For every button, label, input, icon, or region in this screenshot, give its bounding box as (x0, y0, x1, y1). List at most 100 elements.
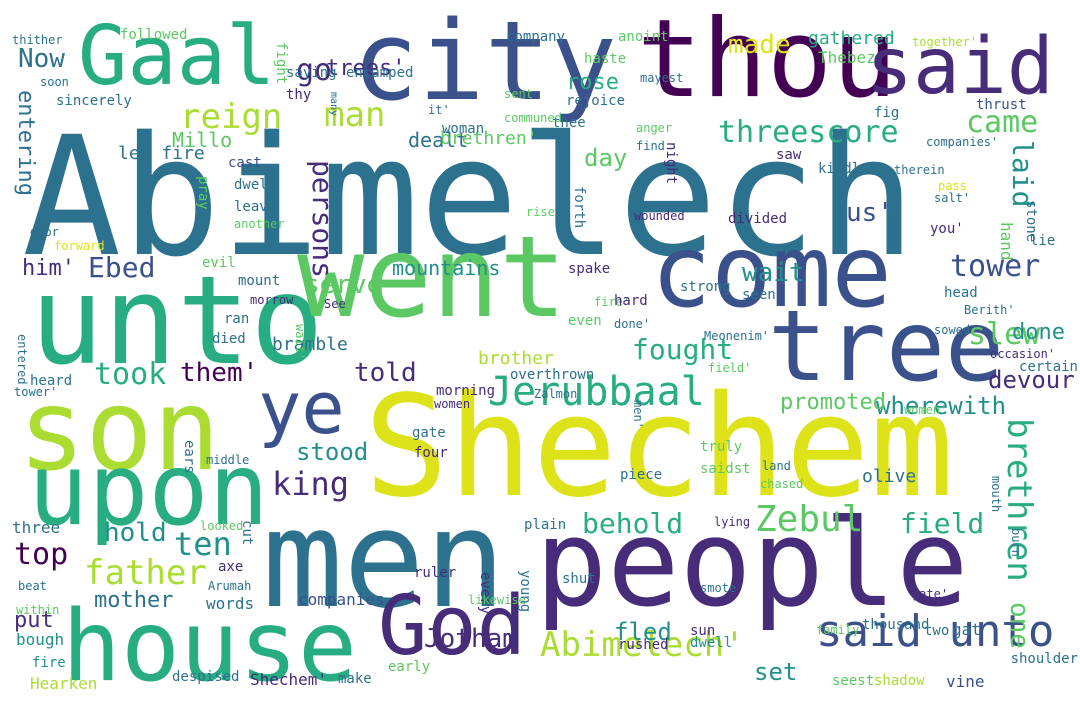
cloud-word-morrow: morrow (250, 293, 294, 307)
cloud-word-gate: gate' (912, 587, 949, 601)
cloud-word-him: him' (22, 256, 75, 281)
cloud-word-door: door (30, 225, 59, 239)
cloud-word-chased: chased (760, 477, 804, 491)
cloud-word-unto: unto (30, 250, 324, 392)
cloud-word-shut: shut (562, 571, 596, 587)
cloud-word-said: said (866, 22, 1054, 112)
cloud-word-abimelech: Abimelech (22, 101, 917, 293)
cloud-word-thou: thou (637, 0, 898, 122)
cloud-word-set: set (754, 658, 798, 686)
cloud-word-mount: mount (238, 273, 281, 289)
cloud-word-salt: salt' (934, 191, 971, 205)
cloud-word-gat: gat (952, 620, 981, 639)
cloud-word-young: young (517, 570, 533, 613)
cloud-word-lying: lying (714, 515, 751, 529)
cloud-word-together: together' (912, 35, 978, 49)
cloud-word-mayest: mayest (640, 71, 684, 85)
cloud-word-slew: slew (968, 317, 1041, 352)
cloud-word-women: women (434, 397, 471, 411)
cloud-word-tower: tower' (14, 385, 58, 399)
cloud-word-pray: pray (195, 176, 211, 210)
cloud-word-within: within (16, 603, 60, 617)
cloud-word-top: top (14, 537, 69, 572)
cloud-word-devour: devour (988, 366, 1075, 394)
cloud-word-fire: fire' (594, 295, 631, 309)
cloud-word-mother: mother (94, 588, 174, 613)
cloud-word-beat: beat (18, 579, 47, 593)
cloud-word-men: men (262, 481, 506, 638)
cloud-word-serve: serve (304, 270, 383, 300)
cloud-word-wherewith: wherewith (876, 392, 1007, 420)
cloud-word-king: king (272, 465, 350, 503)
cloud-word-companies: companies' (926, 135, 999, 149)
cloud-word-two: two (924, 623, 950, 639)
cloud-word-behold: behold (582, 507, 684, 540)
cloud-word-woman: woman (442, 121, 485, 137)
cloud-word-put: put (14, 608, 54, 633)
cloud-word-them: them' (180, 358, 259, 388)
cloud-word-fig: fig (874, 105, 900, 121)
cloud-word-brethren: brethren (999, 418, 1039, 582)
cloud-word-one: one (1004, 602, 1034, 649)
cloud-word-smote: smote (700, 581, 737, 595)
cloud-word-bramble: bramble (272, 334, 348, 355)
cloud-word-occasion: occasion' (990, 347, 1056, 361)
cloud-word-fought: fought (632, 333, 734, 366)
cloud-word-spake: spake (568, 261, 611, 277)
cloud-word-mouth: mouth (989, 476, 1003, 513)
cloud-word-heard: heard (30, 373, 73, 389)
cloud-word-dealt: dealt (408, 128, 469, 152)
cloud-word-seen: seen (742, 287, 776, 303)
cloud-word-shoulder: shoulder (1010, 651, 1078, 667)
cloud-word-night: night (663, 142, 679, 185)
cloud-word-millo: Millo (172, 128, 233, 152)
cloud-word-find: find (636, 139, 665, 153)
cloud-word-made: made (728, 30, 791, 60)
cloud-word-went: went (297, 213, 567, 343)
cloud-word-strong: strong (680, 279, 731, 295)
cloud-word-middle: middle (206, 453, 250, 467)
cloud-word-family: family (816, 623, 860, 637)
cloud-word-leave: leave (234, 199, 277, 215)
cloud-word-arumah: Arumah (208, 579, 252, 593)
cloud-word-soon: soon (40, 75, 69, 89)
cloud-word-entered: entered (15, 334, 29, 385)
cloud-word-dwelt: dwelt (234, 177, 277, 193)
cloud-word-you: you' (930, 221, 964, 237)
cloud-word-shechem: Shechem' (250, 670, 328, 689)
cloud-word-ran: ran (224, 311, 250, 327)
cloud-word-thy: thy (286, 87, 312, 103)
cloud-word-companies: companies (298, 590, 385, 609)
cloud-word-kindled: kindled' (818, 161, 886, 177)
cloud-word-reign: reign (180, 97, 283, 137)
cloud-word-hearken: Hearken (30, 674, 98, 693)
cloud-word-city: city (352, 0, 617, 125)
cloud-word-zalmon: Zalmon (534, 387, 578, 401)
cloud-word-sincerely: sincerely (56, 93, 132, 109)
cloud-word-early: early (388, 659, 431, 675)
cloud-word-saw: saw (776, 147, 802, 163)
cloud-word-women: women' (904, 403, 948, 417)
cloud-word-meonenim: Meonenim' (704, 329, 770, 343)
cloud-word-hold: hold (104, 518, 167, 548)
cloud-word-promoted: promoted (780, 390, 886, 415)
cloud-word-company: company (506, 29, 566, 45)
cloud-word-rise: rise (526, 205, 555, 219)
cloud-word-morning: morning (436, 383, 496, 399)
cloud-word-god: God (378, 579, 527, 674)
cloud-word-axe: axe (218, 559, 244, 575)
cloud-word-entering: entering (13, 90, 38, 196)
cloud-word-come: come (651, 213, 892, 330)
cloud-word-forward: forward (54, 239, 105, 253)
cloud-word-thee: thee (552, 115, 586, 131)
cloud-word-thebez: Thebez (818, 48, 876, 67)
cloud-word-truly: truly (700, 439, 743, 455)
cloud-word-men: men' (631, 400, 645, 429)
cloud-word-rose: rose (566, 70, 619, 95)
cloud-word-ye: ye (258, 366, 345, 450)
cloud-word-came: came (966, 105, 1039, 140)
cloud-word-despised: despised (172, 669, 240, 685)
cloud-word-fire: fire (32, 655, 66, 671)
cloud-word-words: words (206, 594, 255, 613)
cloud-word-field: field (900, 507, 985, 540)
